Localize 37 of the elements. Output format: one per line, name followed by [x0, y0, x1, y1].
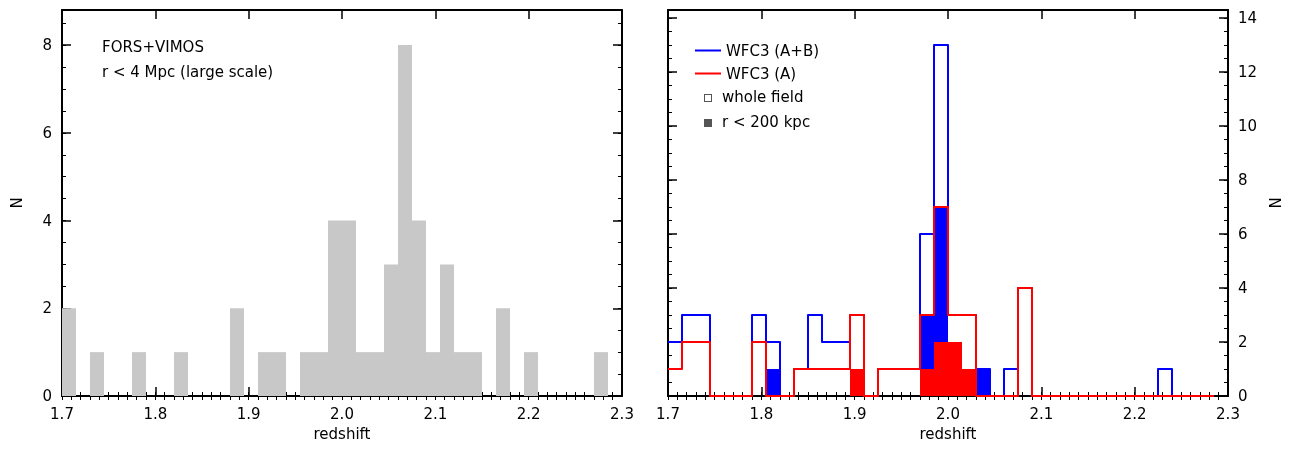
x-tick-label: 1.7 [656, 404, 680, 423]
x-tick-label: 2.2 [1122, 404, 1147, 423]
y-tick-label: 0 [42, 387, 52, 405]
x-tick-label: 2.3 [610, 404, 634, 423]
x-axis-title: redshift [313, 424, 371, 443]
x-tick-label: 2.0 [936, 404, 960, 423]
x-tick-label: 1.8 [143, 404, 168, 423]
y-tick-label: 2 [42, 299, 52, 318]
x-tick-label: 2.2 [516, 404, 541, 423]
y-tick-label: 6 [42, 123, 52, 142]
y2-tick-label: 10 [1238, 117, 1258, 136]
y2-tick-label: 8 [1238, 171, 1248, 190]
x-tick-label: 1.7 [50, 404, 74, 423]
x-tick-label: 2.1 [1029, 404, 1054, 423]
x-tick-label: 1.9 [236, 404, 261, 423]
annotation: whole field [722, 88, 804, 106]
y-axis-title: N [7, 197, 26, 209]
annotation: r < 4 Mpc (large scale) [102, 63, 274, 81]
y2-axis-title: N [1266, 197, 1285, 209]
x-axis-title: redshift [919, 424, 977, 443]
annotation: r < 200 kpc [722, 113, 811, 131]
x-tick-label: 2.3 [1216, 404, 1240, 423]
y-tick-label: 8 [42, 36, 52, 55]
x-tick-label: 2.1 [423, 404, 448, 423]
y2-tick-label: 0 [1238, 387, 1248, 405]
legend-label: WFC3 (A) [726, 64, 797, 83]
y2-tick-label: 2 [1238, 333, 1248, 352]
x-tick-label: 1.8 [749, 404, 774, 423]
annotation: FORS+VIMOS [102, 38, 204, 56]
x-tick-label: 1.9 [842, 404, 867, 423]
y2-tick-label: 4 [1238, 279, 1248, 298]
y2-tick-label: 12 [1238, 63, 1258, 82]
x-tick-label: 2.0 [330, 404, 354, 423]
y2-tick-label: 6 [1238, 225, 1248, 244]
legend-label: WFC3 (A+B) [726, 41, 820, 60]
y-tick-label: 4 [42, 211, 52, 230]
y2-tick-label: 14 [1238, 9, 1258, 28]
